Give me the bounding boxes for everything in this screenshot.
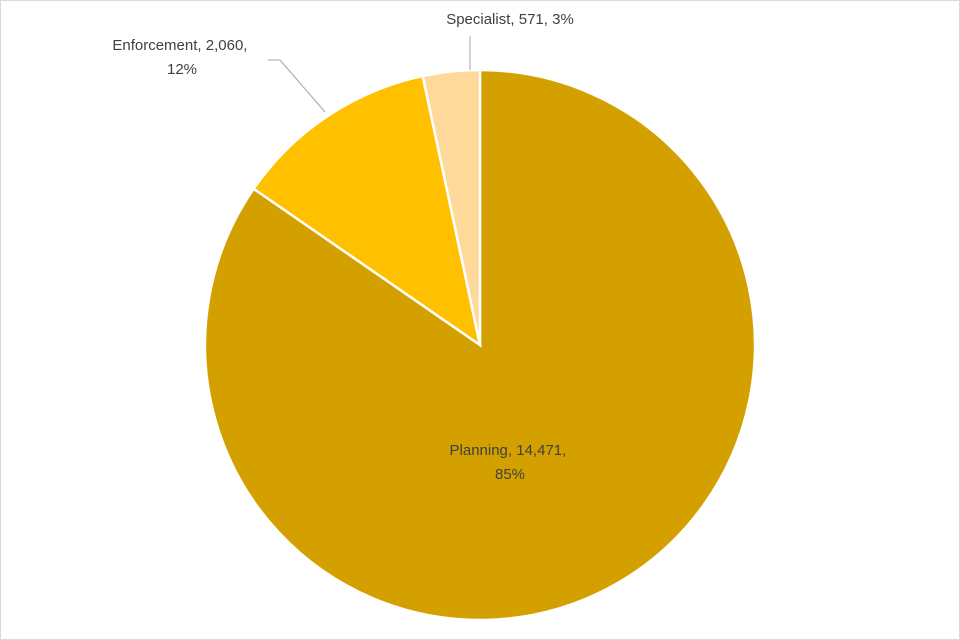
pie-slice: [421, 68, 482, 346]
label-value: 2,060: [206, 37, 244, 54]
label-category: Specialist: [446, 11, 511, 28]
pie-slice: [251, 74, 482, 348]
label-value: 14,471: [516, 442, 562, 459]
label-separator: ,: [510, 11, 518, 28]
leader-line: [268, 59, 326, 113]
data-label: Enforcement, 2,060, 12%: [112, 37, 251, 78]
label-separator: ,: [197, 37, 205, 54]
pie: [203, 68, 757, 622]
label-value: 571: [519, 11, 544, 28]
label-category: Planning: [450, 442, 508, 459]
label-separator: ,: [562, 442, 570, 459]
label-percent: 12%: [167, 61, 197, 78]
pie-slice: [203, 68, 757, 622]
data-label: Planning, 14,471, 85%: [450, 442, 571, 483]
label-separator: ,: [243, 37, 251, 54]
label-percent: 85%: [495, 466, 525, 483]
label-separator: ,: [508, 442, 516, 459]
data-label: Specialist, 571, 3%: [446, 11, 574, 28]
data-labels: Planning, 14,471, 85% Enforcement, 2,060,…: [112, 11, 573, 483]
label-separator: ,: [544, 11, 552, 28]
label-category: Enforcement: [112, 37, 198, 54]
label-percent: 3%: [552, 11, 574, 28]
